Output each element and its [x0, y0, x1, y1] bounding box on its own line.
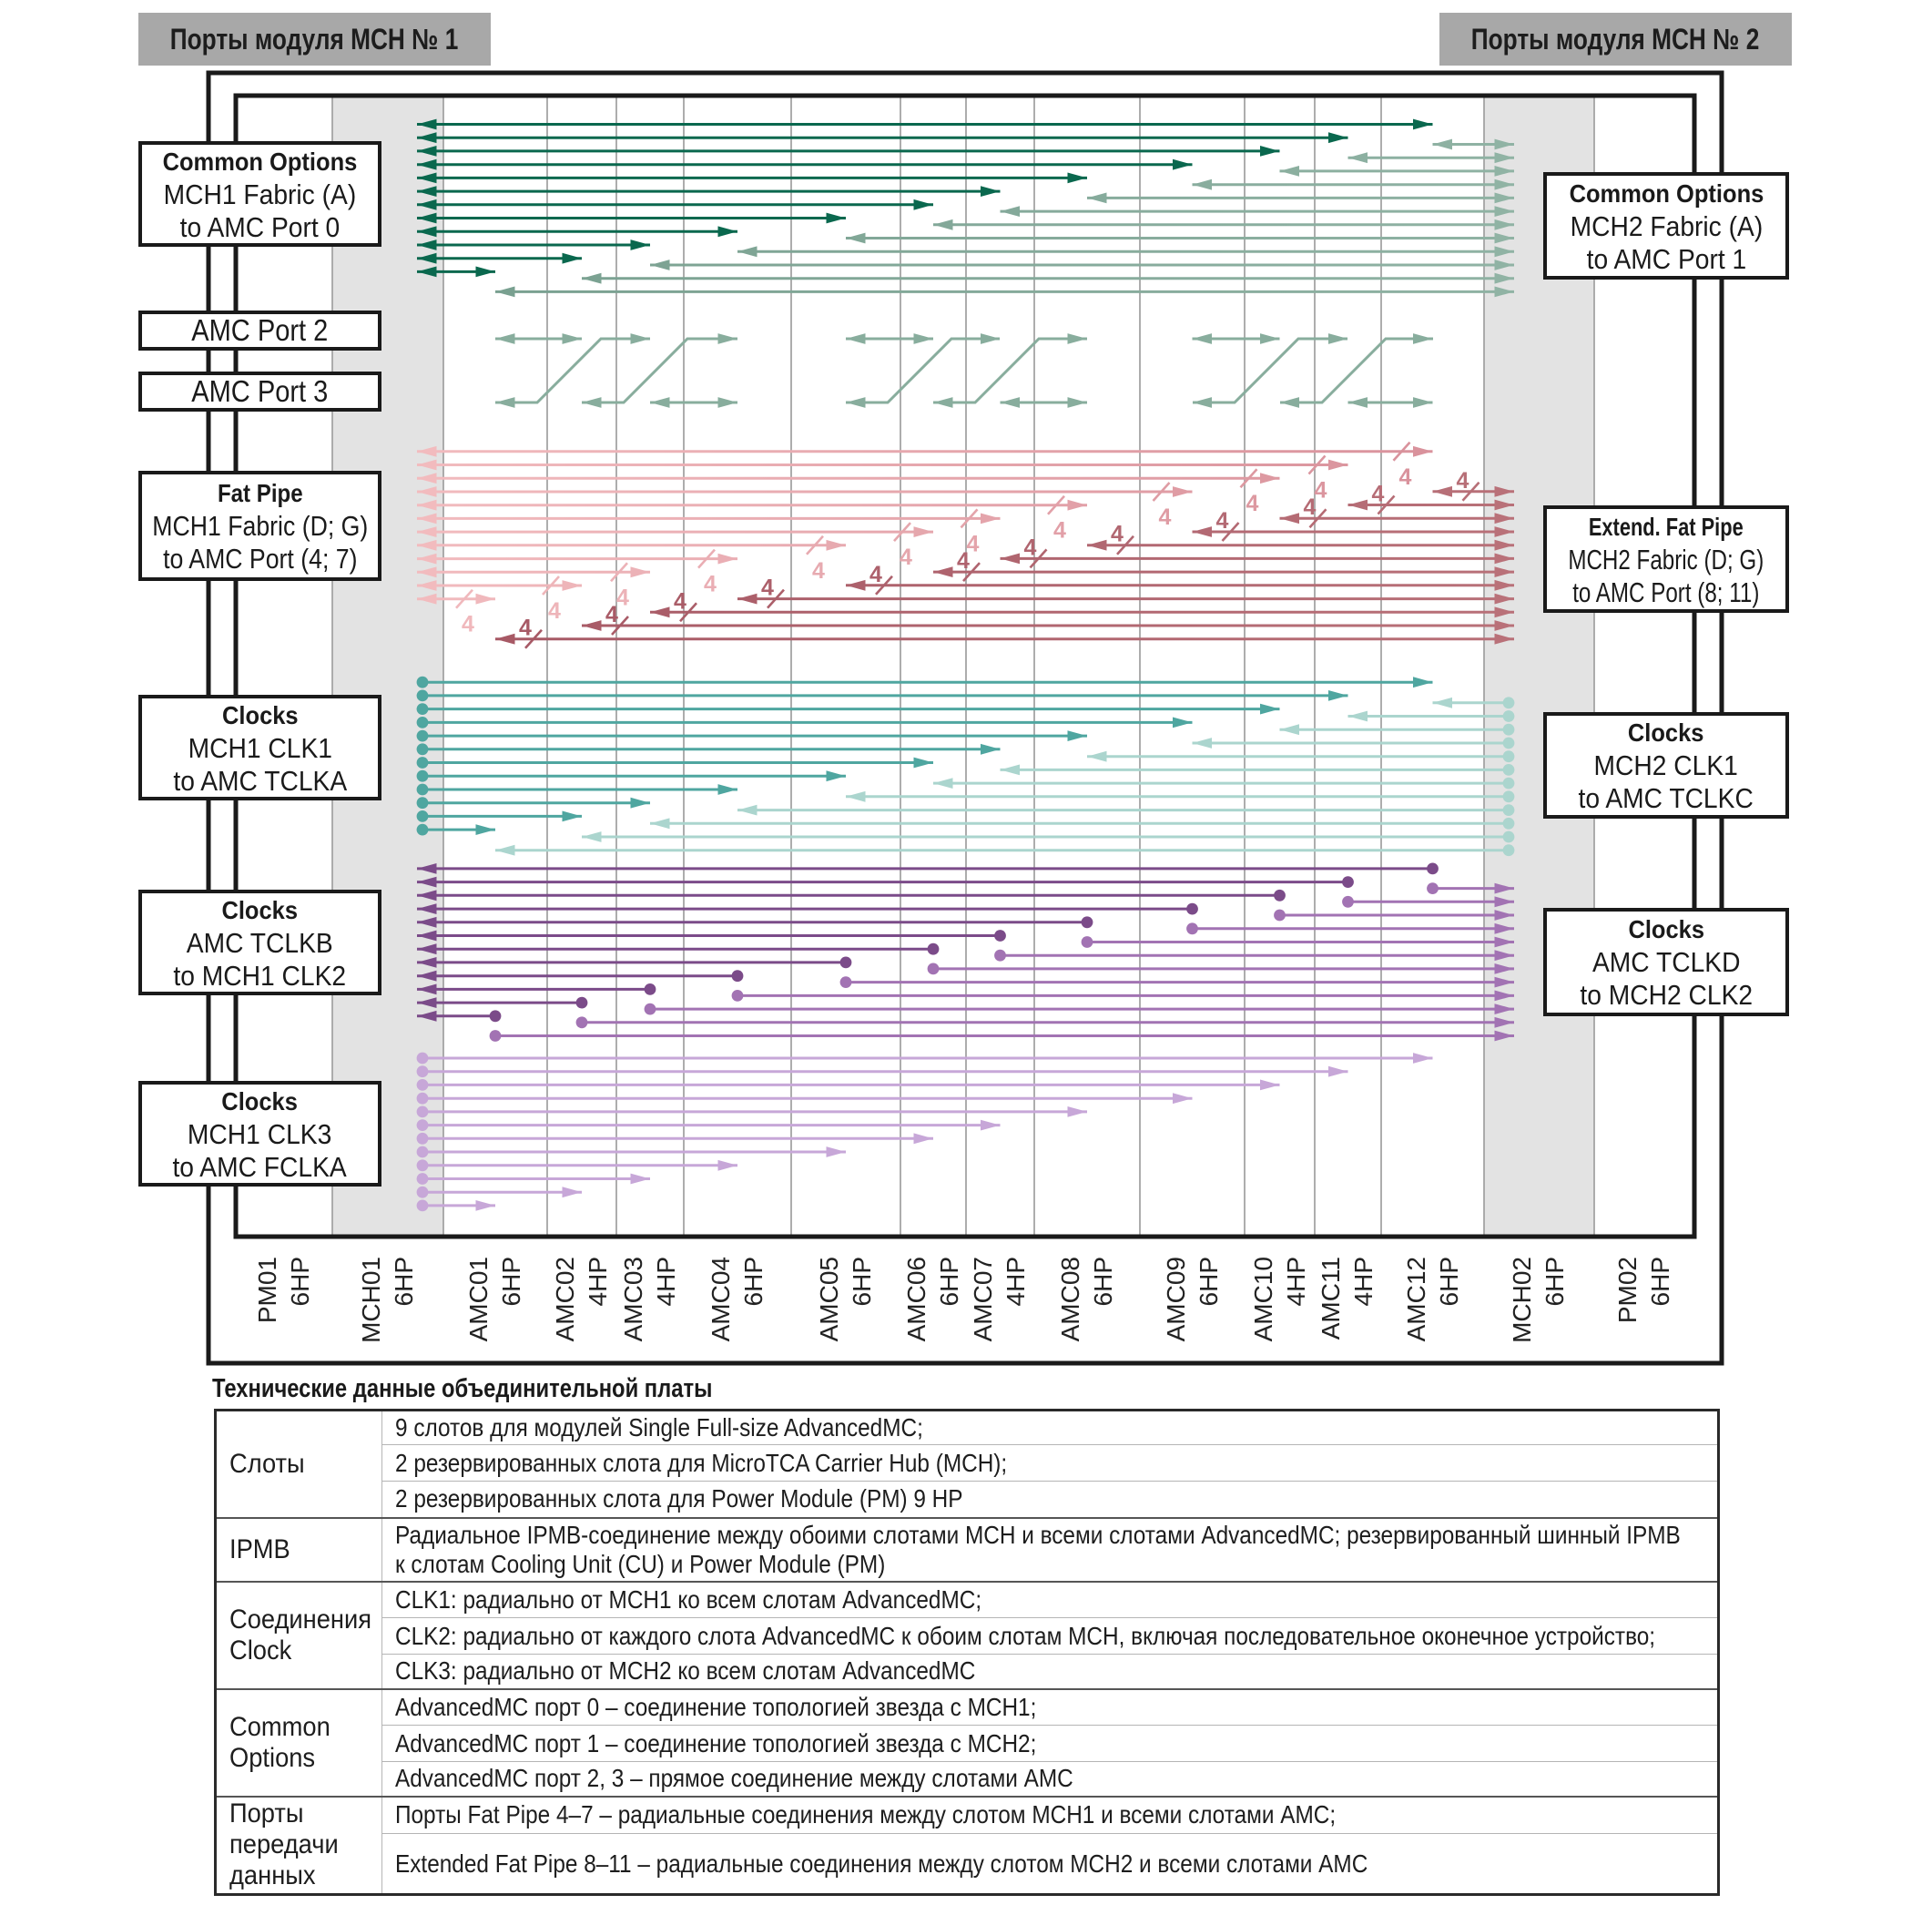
svg-text:4: 4: [1399, 464, 1412, 490]
svg-text:4: 4: [616, 585, 629, 610]
svg-text:4: 4: [519, 616, 532, 641]
svg-text:4: 4: [1315, 478, 1327, 504]
svg-text:4: 4: [967, 531, 980, 556]
svg-text:4: 4: [1024, 535, 1037, 560]
svg-text:4: 4: [462, 612, 474, 637]
svg-text:4: 4: [1372, 482, 1385, 507]
svg-text:4: 4: [674, 588, 686, 614]
svg-text:4: 4: [812, 558, 825, 584]
svg-text:4: 4: [869, 562, 882, 587]
svg-text:4: 4: [1246, 491, 1259, 516]
svg-text:4: 4: [1159, 504, 1172, 530]
svg-text:4: 4: [1457, 468, 1469, 494]
svg-text:4: 4: [1304, 494, 1317, 520]
svg-text:4: 4: [1111, 522, 1124, 547]
svg-text:4: 4: [957, 548, 970, 574]
svg-text:4: 4: [548, 598, 561, 624]
svg-text:4: 4: [761, 576, 774, 601]
svg-text:4: 4: [900, 545, 912, 570]
svg-text:4: 4: [1216, 508, 1229, 534]
svg-text:4: 4: [605, 602, 618, 627]
svg-text:4: 4: [1053, 518, 1066, 544]
svg-text:4: 4: [704, 572, 717, 597]
